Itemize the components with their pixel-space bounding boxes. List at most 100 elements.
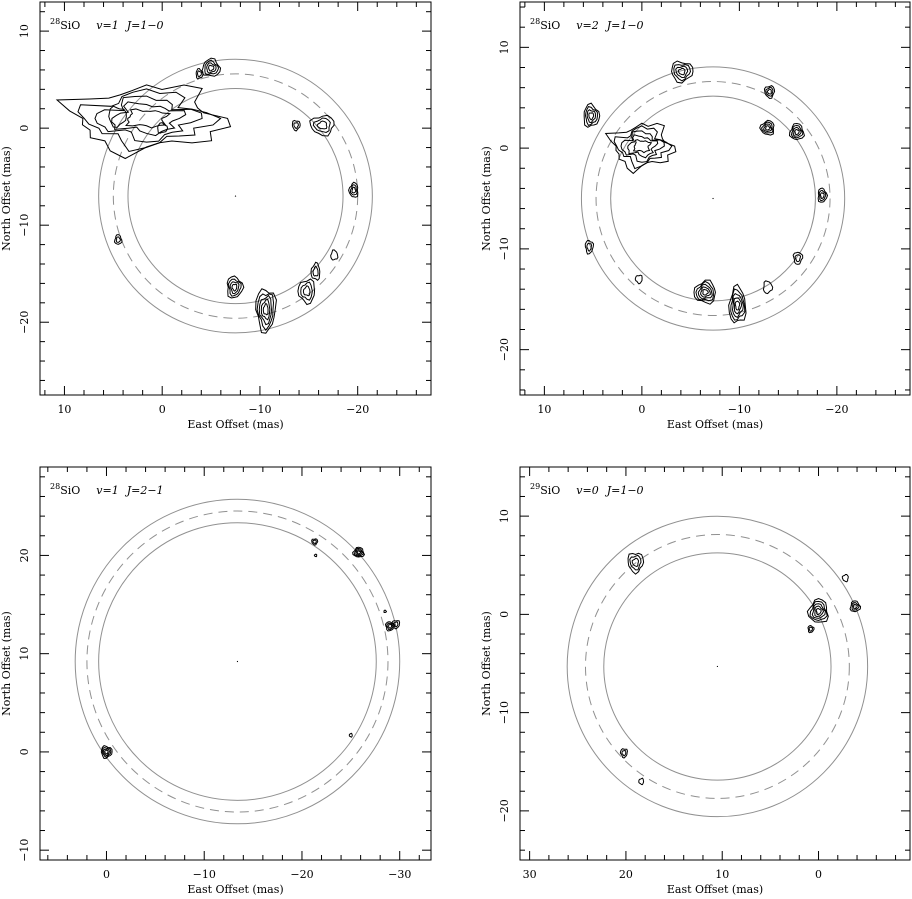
contour-level [588,112,595,121]
contour-level [297,278,316,306]
maser-feature [330,249,339,261]
contour-level [730,288,746,321]
x-tick-label: −30 [388,868,411,881]
contour-level [293,122,299,130]
maser-feature [788,122,805,141]
contour-level [818,189,827,202]
ring-center-mark [716,665,719,668]
maser-emission-complex [604,122,677,175]
maser-feature [583,102,601,128]
x-tick-label: 10 [715,868,729,881]
y-tick-label: −20 [498,338,511,361]
panel-title: 29SiO v=0 J=1−0 [530,482,644,497]
ring-center-mark [236,660,239,663]
x-tick-label: −20 [346,403,369,416]
contour-level [627,134,659,159]
contour-level [809,600,828,622]
ring-outer [566,515,869,818]
contour-level [255,288,277,334]
x-tick-label: −10 [248,403,271,416]
contour-level [392,621,399,628]
contour-level [157,122,169,134]
x-axis-label: East Offset (mas) [667,418,763,431]
plot-frame [519,1,911,396]
contour-level [619,748,628,759]
contour-level [312,265,319,277]
panel-top-right: 10 0 −10 −20 10 0 −10 −20 East Offset (mas) North… [480,1,911,431]
contour-level [794,254,802,263]
panel-title: 28SiO v=2 J=1−0 [530,17,644,32]
vibrational-state: v=1 [96,484,118,497]
ring-outer [580,66,846,331]
maser-feature [792,251,804,265]
isotope-mass-number: 29 [530,482,540,491]
contour-level [629,554,642,571]
maser-feature [201,57,222,77]
maser-feature [255,288,277,334]
contour-level [790,125,804,139]
y-tick-label: 10 [18,24,31,38]
y-tick-label: 10 [498,40,511,54]
contour-level [693,279,716,305]
maser-feature [348,181,359,198]
contour-level [316,120,328,130]
contour-level [673,63,692,82]
contour-level [733,297,743,315]
contour-level [310,261,321,282]
maser-feature [763,85,776,100]
ring-inner [98,522,377,801]
maser-feature [313,553,318,558]
contour-level [793,126,802,137]
contour-level [814,605,825,617]
molecule-name: SiO [540,484,560,497]
contour-level [817,187,829,203]
contour-level [195,67,204,80]
contour-level [759,119,775,136]
contour-level [695,280,714,302]
maser-feature [619,748,628,759]
contour-level [764,125,771,131]
contour-level [851,601,860,611]
contour-level [348,181,359,198]
contour-level [100,744,113,759]
contour-level [300,281,313,301]
contour-level [638,777,645,786]
maser-feature [671,60,694,84]
contour-level [115,236,122,243]
contour-level [330,249,339,261]
contour-level [807,625,815,634]
x-tick-label: 0 [815,868,822,881]
ring-outer [98,58,373,334]
contour-level [677,67,686,76]
ring-mean-dashed [584,534,850,799]
panel-title: 28SiO v=1 J=2−1 [50,482,164,497]
ring-center-mark [712,197,714,200]
maser-feature [100,744,113,759]
contour-level [613,125,673,170]
contour-level [390,620,401,630]
maser-feature [195,67,204,80]
rotational-transition: J=1−0 [605,484,644,497]
maser-feature [806,598,829,623]
contour-level [763,123,773,133]
y-tick-label: 0 [18,125,31,132]
contour-level [229,281,240,295]
contour-level [766,88,772,95]
x-tick-label: −20 [290,868,313,881]
contour-level [77,88,222,153]
maser-feature [693,279,716,305]
contour-level [700,286,711,298]
vibrational-state: v=1 [96,19,118,32]
contour-level [352,546,366,558]
x-tick-label: 10 [537,403,551,416]
contour-level [583,102,601,128]
contour-level [313,553,318,558]
ring-center-mark [234,195,237,197]
maser-feature [759,119,775,136]
contour-level [702,288,709,296]
vibrational-state: v=2 [576,19,598,32]
maser-emission-complex [55,84,232,160]
ring-mean-dashed [595,81,831,316]
contour-level [104,749,109,755]
